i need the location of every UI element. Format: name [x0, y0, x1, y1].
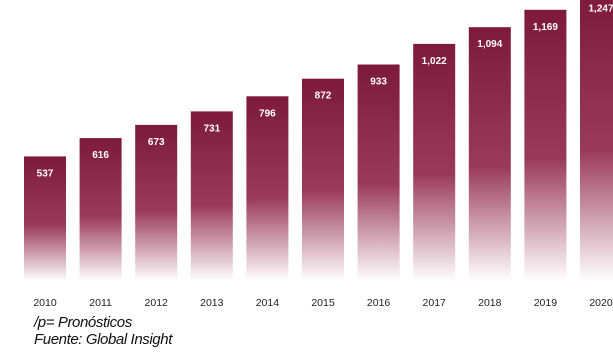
bars-group — [24, 0, 613, 282]
value-label-2019: 1,169 — [533, 22, 558, 33]
x-tick-2015: 2015 — [311, 297, 335, 309]
x-tick-2012: 2012 — [145, 297, 169, 309]
x-tick-2010: 2010 — [33, 297, 57, 309]
value-label-2018: 1,094 — [477, 39, 502, 50]
value-label-2016: 933 — [370, 77, 387, 88]
x-tick-2011: 2011 — [89, 297, 112, 309]
value-label-2017: 1,022 — [422, 56, 447, 67]
value-label-2013: 731 — [203, 123, 220, 134]
value-label-2012: 673 — [148, 137, 165, 148]
x-tick-2020: 2020 — [589, 297, 613, 309]
x-tick-2017: 2017 — [423, 297, 447, 309]
bar-2020 — [580, 0, 613, 281]
bar-2013 — [190, 111, 233, 282]
bar-2010 — [24, 156, 66, 281]
bar-2015 — [302, 78, 344, 281]
bar-2018 — [468, 27, 511, 282]
x-axis-tick-labels: 2010 2011 2012 2013 2014 2015 2016 2017 2018 2019… — [33, 297, 613, 309]
bar-2011 — [79, 138, 122, 281]
bar-2017 — [413, 43, 456, 282]
x-tick-2013: 2013 — [200, 297, 224, 309]
value-label-2014: 796 — [259, 108, 276, 119]
source-note: Fuente: Global Insight — [34, 331, 172, 348]
forecast-note: /p= Pronósticos — [34, 314, 132, 331]
x-tick-2016: 2016 — [367, 297, 391, 309]
bar-2014 — [246, 96, 289, 281]
bar-2012 — [135, 124, 178, 282]
value-label-2020: 1,247 — [588, 4, 613, 15]
value-label-2010: 537 — [37, 168, 54, 179]
bar-2016 — [357, 64, 400, 281]
value-label-2015: 872 — [315, 91, 332, 102]
chart-notes: /p= Pronósticos Fuente: Global Insight — [34, 314, 172, 348]
value-labels-group: 537 616 673 731 796 872 933 1,022 1,094 1,169 1,24… — [37, 4, 613, 180]
x-tick-2019: 2019 — [534, 297, 558, 309]
x-tick-2018: 2018 — [478, 297, 502, 309]
value-label-2011: 616 — [92, 150, 109, 161]
x-tick-2014: 2014 — [256, 297, 280, 309]
bar-2019 — [524, 9, 567, 282]
